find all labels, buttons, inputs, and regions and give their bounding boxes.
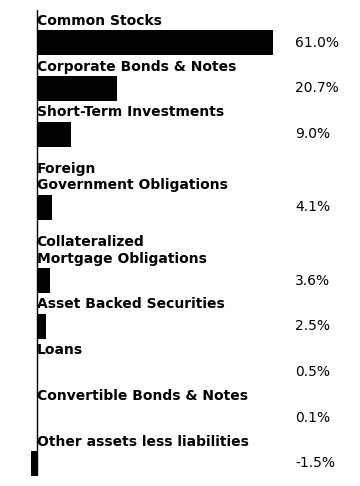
Text: Convertible Bonds & Notes: Convertible Bonds & Notes bbox=[36, 389, 248, 403]
Text: Loans: Loans bbox=[36, 343, 83, 357]
Text: Asset Backed Securities: Asset Backed Securities bbox=[36, 297, 224, 312]
Bar bbox=[36, 30, 273, 55]
Text: 61.0%: 61.0% bbox=[295, 35, 339, 50]
Text: -1.5%: -1.5% bbox=[295, 456, 335, 470]
Text: 20.7%: 20.7% bbox=[295, 81, 339, 95]
Text: Corporate Bonds & Notes: Corporate Bonds & Notes bbox=[36, 59, 236, 73]
Bar bbox=[36, 195, 53, 220]
Bar bbox=[36, 405, 37, 430]
Text: 0.5%: 0.5% bbox=[295, 365, 330, 379]
Bar bbox=[31, 451, 36, 476]
Bar bbox=[36, 122, 71, 147]
Text: Foreign
Government Obligations: Foreign Government Obligations bbox=[36, 162, 228, 192]
Bar bbox=[36, 313, 46, 339]
Bar bbox=[36, 268, 50, 293]
Text: Short-Term Investments: Short-Term Investments bbox=[36, 105, 224, 119]
Text: 0.1%: 0.1% bbox=[295, 411, 330, 425]
Text: 4.1%: 4.1% bbox=[295, 200, 330, 214]
Text: Other assets less liabilities: Other assets less liabilities bbox=[36, 434, 248, 449]
Bar bbox=[36, 360, 39, 384]
Text: Collateralized
Mortgage Obligations: Collateralized Mortgage Obligations bbox=[36, 235, 206, 266]
Bar bbox=[36, 76, 117, 101]
Text: 3.6%: 3.6% bbox=[295, 274, 330, 288]
Text: 2.5%: 2.5% bbox=[295, 319, 330, 333]
Text: Common Stocks: Common Stocks bbox=[36, 14, 161, 28]
Text: 9.0%: 9.0% bbox=[295, 127, 330, 141]
